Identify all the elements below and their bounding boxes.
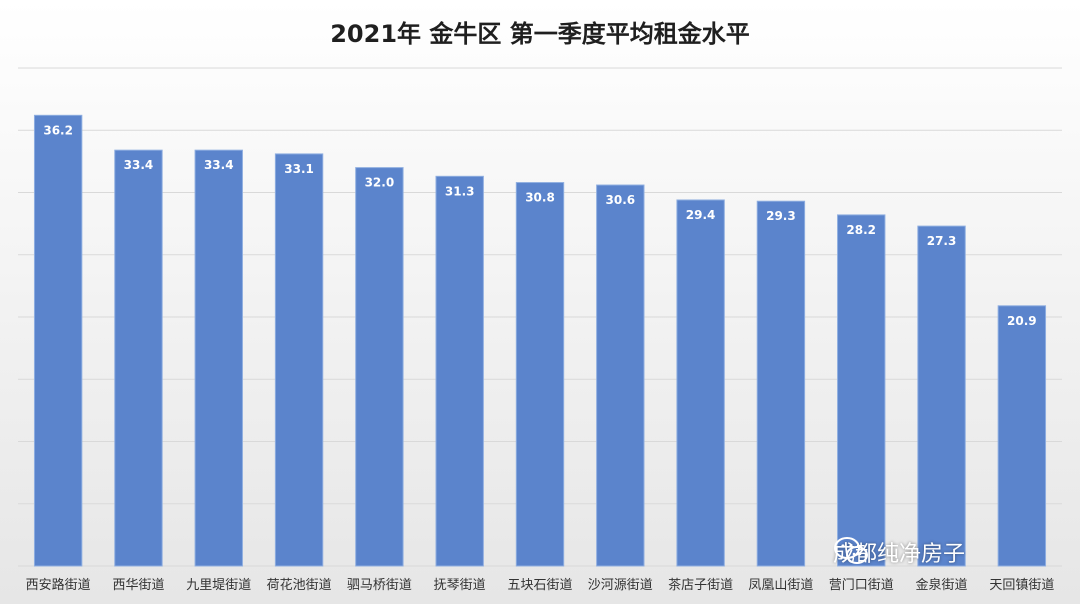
bar: [515, 182, 565, 567]
chart-title: 2021年 金牛区 第一季度平均租金水平: [330, 20, 750, 48]
data-label: 29.3: [766, 209, 796, 223]
watermark: 成都纯净房子: [833, 536, 965, 568]
labels: 36.2 西安路街道 33.4 西华街道 33.4 九里堤街道 33.1 荷花池街道 32.0 驷…: [26, 123, 1055, 593]
category-label: 茶店子街道: [668, 577, 733, 593]
bar: [997, 305, 1047, 567]
bar: [756, 200, 806, 567]
bars: [33, 114, 1047, 567]
data-label: 33.4: [124, 158, 154, 172]
data-label: 30.8: [525, 191, 555, 205]
data-label: 33.1: [284, 162, 314, 176]
bar: [114, 149, 163, 567]
wechat-icon: [834, 537, 868, 564]
category-label: 营门口街道: [829, 578, 894, 593]
category-label: 凤凰山街道: [748, 578, 813, 593]
data-label: 32.0: [365, 176, 395, 190]
data-label: 20.9: [1007, 314, 1037, 328]
data-label: 29.4: [686, 208, 716, 222]
category-label: 金泉街道: [916, 577, 968, 593]
data-label: 27.3: [927, 234, 957, 248]
category-label: 五块石街道: [507, 578, 572, 593]
bar: [917, 225, 966, 567]
bar: [596, 184, 645, 567]
data-label: 33.4: [204, 158, 234, 172]
data-label: 31.3: [445, 184, 475, 198]
category-label: 沙河源街道: [588, 578, 653, 593]
category-label: 荷花池街道: [267, 577, 332, 593]
category-label: 抚琴街道: [434, 578, 486, 593]
bar: [435, 175, 484, 567]
data-label: 28.2: [846, 223, 876, 237]
bar: [676, 199, 725, 567]
bar: [194, 149, 243, 567]
bar: [274, 153, 324, 567]
category-label: 西安路街道: [26, 577, 91, 593]
data-label: 30.6: [606, 193, 636, 207]
category-label: 天回镇街道: [989, 578, 1054, 593]
bar: [33, 114, 83, 567]
category-label: 九里堤街道: [186, 578, 251, 593]
data-label: 36.2: [43, 123, 73, 137]
category-label: 西华街道: [112, 578, 164, 593]
category-label: 驷马桥街道: [347, 578, 412, 593]
bar: [355, 167, 404, 567]
bar: [837, 214, 886, 567]
